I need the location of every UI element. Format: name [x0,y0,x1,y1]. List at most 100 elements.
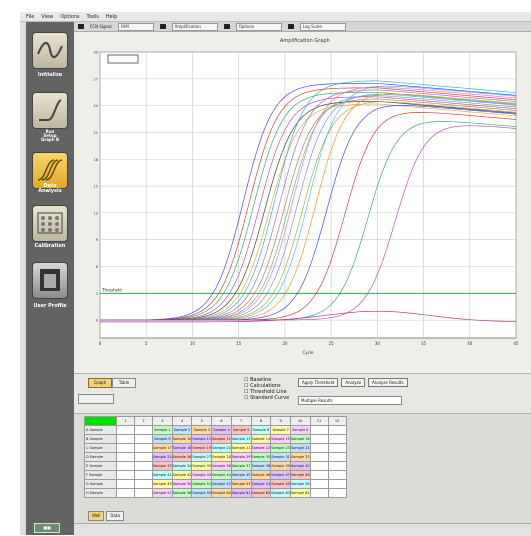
well-cell[interactable] [134,488,153,498]
well-cell[interactable]: Sample 19 [191,443,213,453]
well-cell[interactable]: Sample 18 [171,443,193,453]
well-cell[interactable]: Sample 22 [250,443,272,453]
tab-well[interactable]: Well [88,511,105,521]
menu-options[interactable]: Options [60,13,80,20]
well-cell[interactable]: Sample 62 [250,488,272,498]
well-cell[interactable]: Sample 11 [191,434,213,444]
well-cell[interactable]: Sample 46 [250,470,272,480]
table-row[interactable]: F Sample Sample 41 Sample 42 Sample 43 Sampl… [84,470,347,480]
well-cell[interactable] [116,488,135,498]
well-cell[interactable]: Sample 42 [171,470,193,480]
well-cell[interactable]: Sample 50 [171,479,193,489]
amplification-chart[interactable]: 0 5 10 15 20 25 30 35 40 45 0 3 6 9 12 15 18 21 24 27 30 Cycl… [88,48,520,360]
table-row[interactable]: G Sample Sample 49 Sample 50 Sample 51 Sampl… [84,479,347,489]
well-cell[interactable]: Sample 64 [289,488,311,498]
checkbox-baseline[interactable]: ☐ Baseline [244,377,272,383]
row-header[interactable]: G Sample [84,479,117,489]
well-cell[interactable]: Sample 55 [270,479,291,489]
apply-threshold-button[interactable]: Apply Threshold [298,378,339,387]
channel-select[interactable]: FAM [117,22,154,31]
well-cell[interactable]: Sample 35 [191,461,213,471]
well-cell[interactable]: Sample 7 [270,425,291,435]
well-cell[interactable]: Sample 32 [289,452,311,462]
row-header[interactable]: B Sample [84,434,117,444]
well-cell[interactable]: Sample 12 [211,434,232,444]
well-cell[interactable]: Sample 57 [152,488,173,498]
tab-data[interactable]: Data [106,511,124,521]
well-cell[interactable]: Sample 41 [152,470,173,480]
well-cell[interactable]: Sample 45 [230,470,252,480]
well-cell[interactable]: Sample 34 [171,461,193,471]
sidebar-item-data-analysis[interactable] [32,152,68,189]
well-cell[interactable] [309,452,329,462]
well-cell[interactable]: Sample 1 [152,425,173,435]
menu-view[interactable]: View [41,13,54,20]
sidebar-item-run-setup[interactable] [32,92,68,129]
well-cell[interactable]: Sample 56 [289,479,311,489]
sidebar-item-calibration[interactable] [32,205,68,242]
well-cell[interactable]: Sample 6 [250,425,272,435]
checkbox-threshold-line[interactable]: ☐ Threshold Line [244,389,287,395]
well-cell[interactable] [116,461,135,471]
well-cell[interactable]: Sample 15 [270,434,291,444]
well-cell[interactable]: Sample 3 [191,425,213,435]
well-cell[interactable]: Sample 58 [171,488,193,498]
well-cell[interactable]: Sample 20 [211,443,232,453]
well-cell[interactable]: Sample 23 [270,443,291,453]
well-cell[interactable] [309,479,329,489]
well-cell[interactable]: Sample 8 [289,425,311,435]
well-cell[interactable]: Sample 30 [250,452,272,462]
scale-select[interactable]: Log Scale [299,22,346,31]
well-cell[interactable]: Sample 47 [270,470,291,480]
well-cell[interactable] [134,434,153,444]
checkbox-standard-curve[interactable]: ☐ Standard Curve [244,395,290,401]
well-cell[interactable] [134,452,153,462]
well-cell[interactable]: Sample 52 [211,479,232,489]
graph-type-select[interactable]: Amplification [171,22,218,31]
menu-file[interactable]: File [26,13,35,20]
well-cell[interactable] [327,425,347,435]
well-cell[interactable] [116,479,135,489]
row-header[interactable]: D Sample [84,452,117,462]
well-cell[interactable] [309,434,329,444]
well-cell[interactable]: Sample 5 [230,425,252,435]
well-cell[interactable]: Sample 28 [211,452,232,462]
row-header[interactable]: A Sample [84,425,117,435]
well-cell[interactable]: Sample 27 [191,452,213,462]
table-row[interactable]: A Sample Sample 1 Sample 2 Sample 3 Sample 4… [84,425,347,435]
well-cell[interactable] [327,479,347,489]
well-cell[interactable] [116,443,135,453]
sidebar-item-initialize[interactable] [32,32,68,69]
well-cell[interactable]: Sample 9 [152,434,173,444]
analyze-results-button[interactable]: Analyze Results [368,378,408,387]
well-cell[interactable] [116,434,135,444]
well-cell[interactable] [134,425,153,435]
well-cell[interactable] [134,479,153,489]
well-cell[interactable]: Sample 16 [289,434,311,444]
well-cell[interactable]: Sample 59 [191,488,213,498]
well-cell[interactable]: Sample 60 [211,488,232,498]
tab-table[interactable]: Table [112,378,136,388]
menu-help[interactable]: Help [105,13,118,20]
well-cell[interactable] [309,488,329,498]
well-cell[interactable]: Sample 33 [152,461,173,471]
checkbox-calculations[interactable]: ☐ Calculations [244,383,281,389]
well-cell[interactable] [309,461,329,471]
well-cell[interactable]: Sample 49 [152,479,173,489]
menu-tools[interactable]: Tools [86,13,99,20]
well-cell[interactable] [327,461,347,471]
well-cell[interactable]: Sample 13 [230,434,252,444]
well-cell[interactable] [309,425,329,435]
well-cell[interactable]: Sample 14 [250,434,272,444]
results-field[interactable]: Multiple Results [298,396,402,405]
well-cell[interactable]: Sample 24 [289,443,311,453]
well-cell[interactable]: Sample 17 [152,443,173,453]
well-cell[interactable]: Sample 4 [211,425,232,435]
well-cell[interactable]: Sample 40 [289,461,311,471]
well-cell[interactable]: Sample 54 [250,479,272,489]
sidebar-item-user-profile[interactable] [32,262,68,299]
well-cell[interactable] [134,470,153,480]
table-row[interactable]: C Sample Sample 17 Sample 18 Sample 19 Sampl… [84,443,347,453]
well-cell[interactable] [134,461,153,471]
